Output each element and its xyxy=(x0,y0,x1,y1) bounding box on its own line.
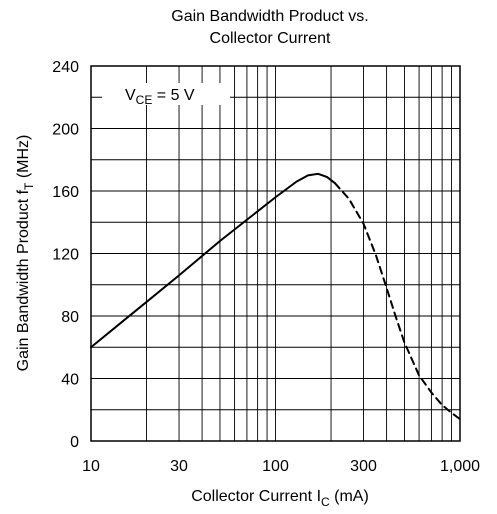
x-axis-label-main: Collector Current I xyxy=(191,488,321,505)
vce-annotation: VCE = 5 V xyxy=(125,87,195,107)
x-tick-label: 300 xyxy=(350,458,377,475)
x-tick-label: 30 xyxy=(170,458,188,475)
y-tick-label: 200 xyxy=(52,122,79,139)
y-tick-label: 240 xyxy=(52,59,79,76)
x-tick-labels: 10 30 100 300 1,000 xyxy=(82,458,480,475)
annotation-rest: = 5 V xyxy=(152,87,195,104)
y-tick-labels: 0 40 80 120 160 200 240 xyxy=(52,59,79,451)
x-axis-label: Collector Current IC (mA) xyxy=(191,488,369,509)
y-axis-label-subscript: T xyxy=(22,182,36,190)
y-tick-label: 0 xyxy=(70,434,79,451)
y-tick-label: 160 xyxy=(52,184,79,201)
y-tick-label: 40 xyxy=(61,372,79,389)
y-tick-label: 120 xyxy=(52,247,79,264)
series-line-dashed xyxy=(333,182,461,421)
series-line-solid xyxy=(90,172,336,349)
plot-frame xyxy=(90,65,461,442)
y-axis-label-unit: (MHz) xyxy=(15,135,32,183)
y-axis-label-main: Gain Bandwidth Product f xyxy=(15,189,32,371)
x-tick-label: 10 xyxy=(82,458,100,475)
series-layer xyxy=(90,172,461,421)
x-axis-label-subscript: C xyxy=(321,495,330,509)
x-tick-label: 1,000 xyxy=(440,458,480,475)
annotation-background xyxy=(102,83,230,105)
grid-lines xyxy=(91,66,460,441)
y-axis-label: Gain Bandwidth Product fT (MHz) xyxy=(15,135,36,372)
annotation-main: V xyxy=(125,87,136,104)
x-tick-label: 100 xyxy=(262,458,289,475)
chart-title-line1: Gain Bandwidth Product vs. xyxy=(171,8,368,25)
annotation-subscript: CE xyxy=(136,93,153,107)
y-tick-label: 80 xyxy=(61,309,79,326)
x-axis-label-unit: (mA) xyxy=(330,488,369,505)
chart-title-line2: Collector Current xyxy=(210,30,331,47)
